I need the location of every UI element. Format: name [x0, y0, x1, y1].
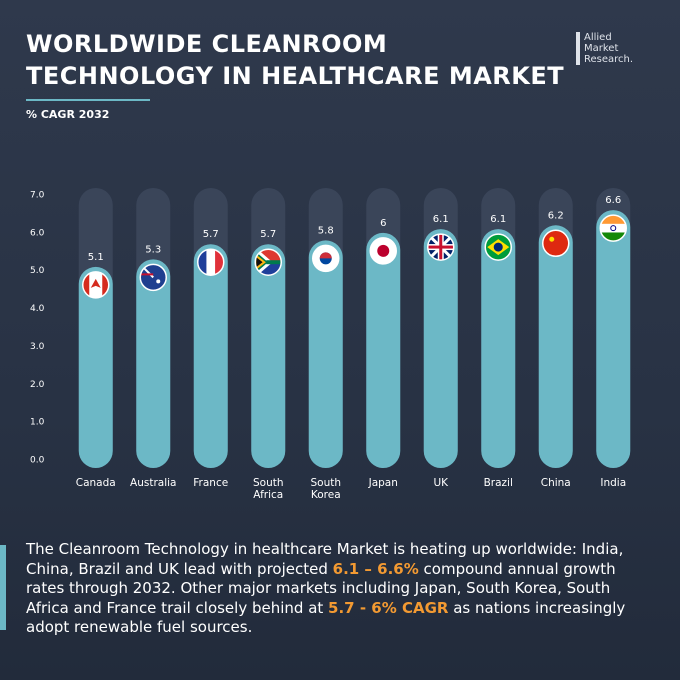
flag-ring — [254, 248, 282, 276]
logo: Allied Market Research. — [576, 32, 633, 65]
flag-ring — [369, 237, 397, 265]
flag-part — [197, 249, 207, 276]
bar — [481, 229, 516, 468]
value-label: 6 — [380, 218, 386, 229]
flag-ring — [312, 244, 340, 273]
bar — [136, 259, 171, 468]
bar — [308, 240, 343, 468]
flag-part — [206, 249, 216, 276]
flag — [197, 249, 224, 276]
flag-ring — [427, 233, 455, 261]
x-tick-label: China — [540, 477, 571, 489]
flag-part — [90, 278, 101, 288]
flag-part — [82, 271, 90, 298]
subtitle: % CAGR 2032 — [26, 108, 110, 121]
flag-part — [255, 253, 266, 272]
description-text: as nations increasingly adopt renewable … — [26, 598, 626, 637]
title: WORLDWIDE CLEANROOM TECHNOLOGY IN HEALTH… — [26, 28, 564, 92]
bar — [193, 244, 228, 468]
flag-part — [493, 242, 503, 252]
flag-ring — [197, 248, 225, 276]
flag-ring — [599, 214, 627, 242]
bar — [78, 266, 113, 468]
flag — [600, 215, 627, 242]
value-label: 5.1 — [88, 252, 104, 263]
x-tick-label: Brazil — [483, 477, 513, 489]
value-label: 5.7 — [203, 229, 219, 240]
flag-ring — [139, 263, 167, 292]
x-tick-label: South Korea — [310, 477, 341, 501]
flag-part — [319, 252, 332, 259]
flag-ring — [542, 229, 570, 258]
x-tick-label: France — [193, 477, 229, 489]
title-rule — [26, 99, 150, 101]
value-label: 5.3 — [145, 244, 161, 255]
flag-part — [102, 271, 109, 298]
value-label: 6.6 — [605, 195, 621, 206]
y-tick-label: 2.0 — [30, 380, 45, 390]
flag-ring — [484, 233, 512, 261]
value-label: 5.7 — [260, 229, 276, 240]
bar — [423, 229, 458, 468]
flag-part — [610, 225, 617, 232]
flag-part — [377, 244, 390, 257]
highlight-text: 5.7 - 6% CAGR — [328, 598, 449, 617]
y-tick-label: 7.0 — [30, 191, 45, 201]
flag-part — [549, 236, 555, 242]
title-line: WORLDWIDE CLEANROOM — [26, 30, 388, 58]
x-tick-label: Canada — [75, 477, 116, 489]
x-tick-label: South Africa — [252, 477, 284, 501]
y-tick-label: 4.0 — [30, 304, 45, 314]
y-tick-label: 0.0 — [30, 456, 45, 466]
bar — [366, 232, 401, 468]
y-tick-label: 6.0 — [30, 228, 45, 238]
description-text: The Cleanroom Technology in healthcare M… — [26, 540, 624, 578]
flag — [255, 249, 282, 276]
accent-bar — [0, 545, 6, 630]
flag-part — [600, 223, 627, 233]
logo-line: Market — [584, 43, 619, 54]
bar — [596, 210, 631, 468]
bar — [538, 225, 573, 468]
flag-part — [439, 234, 443, 261]
flag-part — [266, 260, 282, 265]
value-label: 5.8 — [318, 225, 334, 236]
x-tick-label: Japan — [368, 477, 398, 489]
logo-line: Allied — [584, 32, 612, 43]
description: The Cleanroom Technology in healthcare M… — [26, 540, 656, 638]
y-tick-label: 1.0 — [30, 418, 45, 428]
y-tick-label: 5.0 — [30, 266, 45, 276]
flag-part — [156, 279, 161, 284]
highlight-text: 6.1 – 6.6% — [332, 559, 419, 578]
description-text: compound annual growth rates through 203… — [26, 559, 616, 617]
x-tick-label: UK — [433, 477, 449, 489]
value-label: 6.1 — [490, 214, 506, 225]
value-label: 6.1 — [433, 214, 449, 225]
logo-line: Research. — [584, 54, 634, 65]
value-label: 6.2 — [548, 210, 564, 221]
x-tick-label: India — [600, 477, 627, 489]
title-line: TECHNOLOGY IN HEALTHCARE MARKET — [26, 62, 565, 90]
flag-part — [600, 232, 627, 242]
flag-ring — [82, 271, 110, 299]
y-tick-label: 3.0 — [30, 342, 45, 352]
x-tick-label: Australia — [130, 477, 177, 489]
flag-part — [600, 215, 627, 225]
bar — [251, 244, 286, 468]
flag-part — [215, 249, 224, 276]
